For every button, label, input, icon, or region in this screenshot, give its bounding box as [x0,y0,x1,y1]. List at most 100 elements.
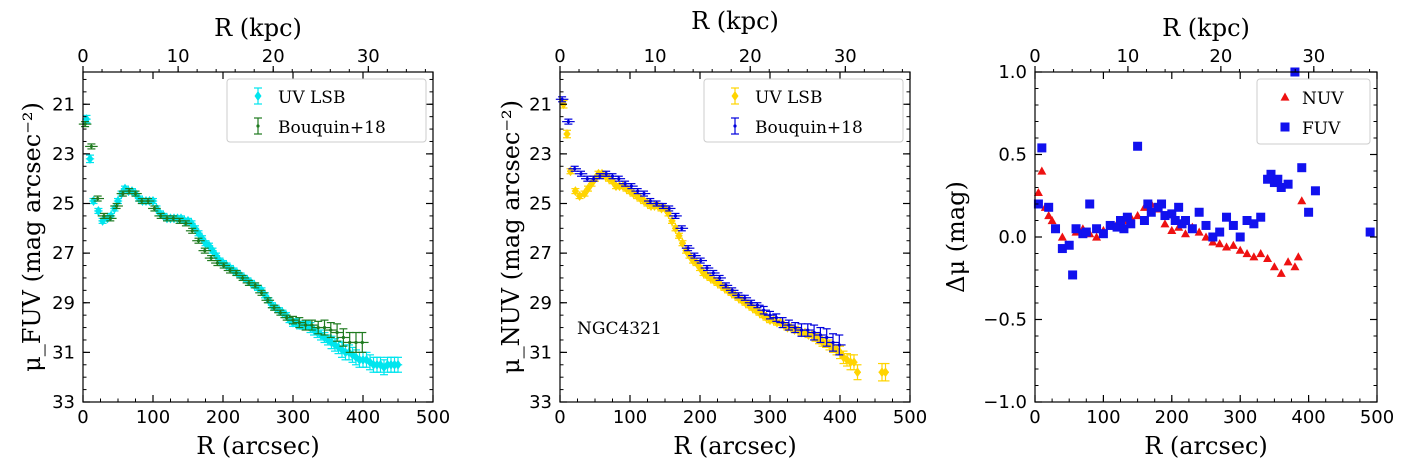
point-s1-10 [1085,199,1095,209]
point-s1-35 [781,321,785,325]
point-s1-33 [768,313,772,317]
point-s1-19 [1133,141,1143,151]
point-s1-25 [718,276,722,280]
point-s1-27 [253,283,257,287]
top-tick-label-2: 20 [262,46,285,67]
point-s1-15 [178,219,182,223]
y-tick-label-6: 33 [52,392,75,413]
point-s1-28 [736,293,741,297]
point-s0-1 [86,153,94,164]
y-tick-label-3: 27 [529,243,552,264]
point-s1-34 [297,321,301,325]
point-s0-33 [679,238,686,249]
point-s1-4 [1057,244,1067,254]
y-tick-label-4: 1.0 [998,62,1027,83]
x-tick-label-1: 100 [136,407,170,428]
point-s1-26 [724,283,728,287]
point-s1-7 [127,189,131,193]
point-s1-24 [234,271,238,275]
point-s1-31 [755,303,760,307]
top-tick-label-0: 0 [1029,46,1040,67]
y-tick-label-3: 0.5 [998,145,1027,166]
point-s1-3 [102,214,106,218]
point-s1-12 [1098,229,1108,239]
point-s1-37 [793,325,797,330]
point-s1-38 [1235,232,1245,242]
point-s1-13 [642,191,646,196]
delta-data-marks [1033,67,1375,280]
fuv-x-axis-label: R (arcsec) [196,432,320,460]
y-tick-label-6: 33 [529,392,552,413]
point-s1-41 [1256,212,1266,222]
nuv-legend-label-uvlsb: UV LSB [755,88,822,108]
point-s1-40 [812,330,816,335]
point-s1-14 [171,216,175,220]
point-s1-26 [247,281,251,285]
point-s1-30 [1180,216,1190,225]
nuv-data-marks [555,96,890,382]
point-s1-1 [89,144,93,149]
top-tick-label-3: 30 [1302,46,1325,67]
point-s0-32 [675,230,683,241]
top-tick-label-1: 10 [167,46,190,67]
y-tick-label-1: 23 [529,144,552,165]
point-s0-26 [1194,227,1204,236]
fuv-legend: UV LSB Bouquin+18 [226,78,427,143]
point-s0-17 [1133,211,1143,220]
top-tick-label-0: 0 [77,46,88,67]
x-tick-label-2: 200 [1155,407,1189,428]
point-s0-24 [1180,229,1190,238]
point-s1-3 [1051,224,1061,234]
point-s0-21 [1160,219,1170,228]
point-s0-30 [668,215,676,226]
top-tick-label-3: 30 [357,46,380,67]
point-s1-12 [636,189,640,193]
point-s1-19 [203,249,207,253]
legend-marker-0 [731,91,739,101]
point-s1-36 [310,323,314,327]
point-s1-19 [680,226,684,230]
point-s1-7 [604,172,608,176]
point-s1-9 [1081,227,1091,237]
y-tick-label-5: 31 [52,342,75,363]
point-s1-20 [209,256,213,260]
point-s1-17 [667,206,671,211]
point-s1-18 [196,239,201,243]
point-s1-8 [133,191,138,196]
point-s1-39 [1242,216,1252,225]
point-s1-21 [1143,199,1153,209]
point-s1-30 [272,306,276,310]
y-tick-label-4: 29 [529,293,552,314]
point-s1-34 [1208,232,1218,242]
point-s1-34 [774,316,778,320]
point-s1-26 [1167,209,1177,219]
top-tick-label-3: 30 [834,46,857,67]
x-tick-label-0: 0 [554,407,565,428]
point-s1-1 [566,120,571,124]
x-tick-label-1: 100 [613,407,647,428]
point-s1-13 [1105,220,1115,230]
point-s0-31 [1228,240,1238,249]
nuv-legend-box [703,78,904,143]
point-s0-83 [854,367,861,378]
point-s1-2 [96,196,100,201]
x-tick-label-2: 200 [683,407,717,428]
delta-axis-ticks: 0 100 200 300 400 500−1.0−0.50.00.51.00 10 20 30 [983,46,1394,428]
point-s1-25 [241,276,245,280]
y-tick-label-0: 21 [52,94,75,115]
point-s1-27 [730,288,734,292]
nuv-y-axis-label: μ_NUV (mag arcsec⁻²) [497,100,525,374]
point-s1-31 [1187,224,1197,234]
point-s1-30 [749,301,753,305]
point-s1-29 [743,296,747,300]
fuv-legend-box [226,78,427,143]
point-s1-37 [1228,220,1238,230]
point-s1-24 [1157,199,1167,209]
y-tick-label-2: 25 [52,194,75,215]
delta-mu-panel: 0 100 200 300 400 500−1.0−0.50.00.51.00 10 20 30… [942,14,1394,460]
point-s1-7 [1071,224,1081,234]
legend-marker-1 [1280,122,1290,132]
